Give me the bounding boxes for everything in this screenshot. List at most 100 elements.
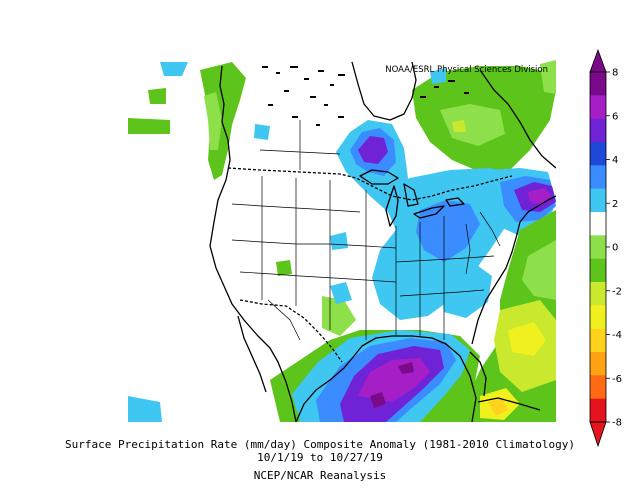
arctic-island-1 [262,66,268,68]
boundary-lines [209,61,556,422]
colorbar-tick-label: -2 [612,286,622,297]
lake-erie [413,205,445,219]
arctic-island-3 [290,66,298,68]
credit-text: NOAA/ESRL Physical Sciences Division [385,65,548,75]
colorbar-tick-label: -4 [612,330,622,341]
map-source: NCEP/NCAR Reanalysis [253,469,387,482]
colorbar-bin [590,398,606,423]
colorbar-tick-label: 0 [612,243,618,254]
coastline-labrador [479,69,556,169]
coastline-pacific [209,65,297,422]
anomaly-shading-layer [128,60,556,422]
anomaly-region-pacific-offshore-a [160,62,188,76]
anomaly-region-pacific-offshore-c [128,118,170,134]
colorbar-bin [590,165,606,189]
anomaly-region-lake-superior-purple [358,136,388,164]
colorbar-bin [590,212,606,236]
colorbar-bin [590,258,606,283]
arctic-island-8 [284,90,289,92]
arctic-island-10 [324,104,328,106]
colorbar-tick-label: 4 [612,155,618,166]
anomaly-region-gulf-core [398,362,414,374]
colorbar-bin [590,72,606,96]
coastline-florida [469,351,487,397]
border-us-canada [227,167,513,201]
colorbar-bin [590,95,606,119]
anomaly-region-baffin-light [430,68,446,84]
colorbar-bin [590,282,606,306]
coastline-gulf-mexico [295,335,477,422]
anomaly-region-colorado-green [276,260,292,276]
colorbar-tick-label: -6 [612,374,622,385]
coastline-atlantic [471,195,556,345]
colorbar-top-arrow [589,48,607,73]
state-line-3 [239,271,397,283]
arctic-island-13 [316,124,320,126]
anomaly-region-mexico-negative [322,296,356,336]
anomaly-region-atlantic-orange-core [488,398,508,416]
state-lines [231,120,501,341]
map-title: Surface Precipitation Rate (mm/day) Comp… [65,438,575,451]
map-date-range: 10/1/19 to 10/27/19 [257,451,383,464]
arctic-island-6 [330,84,334,86]
arctic-island-18 [464,92,469,94]
arctic-island-12 [292,116,298,118]
colorbar: 8 6 4 2 0 -2 -4 -6 -8 [589,48,622,448]
colorbar-tick-label: 2 [612,199,618,210]
anomaly-region-plains-cyan [330,232,348,250]
anomaly-region-atlantic-light [522,240,556,300]
colorbar-tick-label: 8 [612,68,618,79]
arctic-islands [262,66,469,126]
arctic-island-9 [310,96,316,98]
arctic-island-7 [338,74,345,76]
colorbar-bin [590,305,606,329]
colorbar-bin [590,188,606,213]
colorbar-tick-label: -8 [612,418,622,429]
anomaly-region-quebec-core [440,104,505,146]
arctic-island-5 [318,70,324,72]
lake-michigan [385,185,399,227]
state-line-12 [399,289,485,297]
anomaly-region-gulf-core-south [370,392,386,408]
arctic-island-16 [434,86,439,88]
arctic-island-17 [448,80,455,82]
colorbar-bin [590,235,606,259]
arctic-island-4 [304,78,309,80]
arctic-island-14 [338,116,344,118]
state-line-17 [267,299,301,341]
border-us-mexico [239,299,343,363]
anomaly-region-pacific-offshore-b [148,88,166,104]
colorbar-bin [590,352,606,376]
arctic-island-15 [420,96,426,98]
colorbar-bin [590,142,606,166]
colorbar-ticks: 8 6 4 2 0 -2 -4 -6 -8 [606,68,622,429]
island-cuba [477,397,541,411]
anomaly-region-east-pacific-light [128,396,162,422]
colorbar-bins [590,72,606,423]
colorbar-bin [590,118,606,143]
anomaly-region-hudson-light [540,60,556,94]
colorbar-bin [590,328,606,353]
anomaly-region-atlantic-yellow [508,322,546,356]
anomaly-region-quebec-yellow [452,120,466,132]
lake-ontario [445,197,465,207]
anomaly-region-southeast-cyan [440,260,492,318]
state-line-14 [479,211,501,247]
lake-huron [403,183,419,207]
state-line-13 [465,223,471,275]
anomaly-region-pacific-nw [200,62,246,180]
colorbar-bin [590,375,606,399]
anomaly-region-pacific-offshore-d [254,124,270,140]
state-line-11 [395,255,495,263]
arctic-island-11 [268,104,273,106]
state-line-2 [231,239,397,249]
colorbar-tick-label: 6 [612,111,618,122]
coastline-baja [237,315,267,393]
arctic-island-2 [276,72,280,74]
anomaly-region-bc-coast-light [204,92,222,150]
anomaly-region-maritimes-core [528,188,552,204]
coastline-hudson-bay [351,61,417,121]
lake-superior [359,169,399,185]
anomaly-region-kansas-cyan [330,282,352,304]
